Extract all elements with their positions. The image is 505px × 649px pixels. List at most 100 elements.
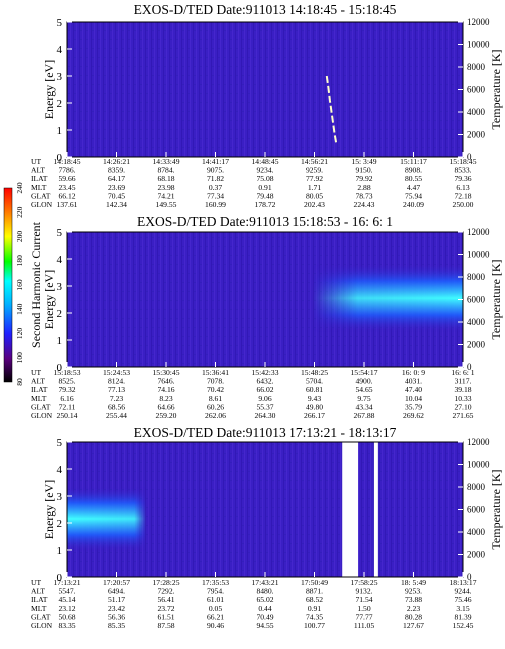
ephemeris-value: 81.39 <box>454 612 471 621</box>
ephemeris-row-label: MLT <box>31 394 47 403</box>
y2-tick-label: 4000 <box>467 317 486 327</box>
ephemeris-value: 49.80 <box>306 402 323 411</box>
y-tick-label: 5 <box>57 437 63 449</box>
y2-tick-label: 2000 <box>467 340 486 350</box>
ephemeris-value: 74.35 <box>306 612 323 621</box>
y-tick-label: 2 <box>57 308 63 320</box>
ephemeris-value: 68.52 <box>306 595 323 604</box>
ephemeris-value: 178.72 <box>255 200 276 209</box>
ephemeris-value: 87.58 <box>157 621 174 630</box>
ephemeris-value: 75.94 <box>405 191 422 200</box>
y-axis-label: Energy [eV] <box>42 270 56 329</box>
y-tick-label: 4 <box>57 254 63 266</box>
ephemeris-value: 6.16 <box>60 394 73 403</box>
ephemeris-value: 4.47 <box>407 183 420 192</box>
ephemeris-value: 8784. <box>157 166 174 175</box>
ephemeris-value: 3117. <box>455 377 472 386</box>
ephemeris-value: 18: 5:49 <box>401 578 426 587</box>
colorbar-scale <box>3 187 13 383</box>
ephemeris-value: 137.61 <box>57 200 78 209</box>
ephemeris-value: 27.10 <box>454 402 471 411</box>
y2-tick-label: 12000 <box>467 17 490 27</box>
ephemeris-value: 8.61 <box>209 394 222 403</box>
y-tick-label: 2 <box>57 98 63 110</box>
y-tick-label: 3 <box>57 281 63 293</box>
colorbar-tick-label: 240 <box>15 182 24 194</box>
ephemeris-value: 14:56:21 <box>301 157 328 166</box>
ephemeris-row-label: GLAT <box>31 612 51 621</box>
ephemeris-row-label: UT <box>31 578 41 587</box>
ephemeris-value: 7954. <box>207 587 224 596</box>
ephemeris-value: 80.55 <box>405 174 422 183</box>
ephemeris-row-label: ALT <box>31 587 45 596</box>
ephemeris-value: 55.37 <box>256 402 273 411</box>
ephemeris-value: 0.91 <box>258 183 271 192</box>
y2-tick-label: 0 <box>467 362 472 372</box>
ephemeris-value: 15:54:17 <box>350 368 377 377</box>
ephemeris-row-label: GLAT <box>31 191 51 200</box>
y2-tick-label: 8000 <box>467 272 486 282</box>
ephemeris-value: 70.42 <box>207 385 224 394</box>
ephemeris-value: 9259. <box>306 166 323 175</box>
y2-tick-label: 12000 <box>467 437 490 447</box>
ephemeris-value: 77.92 <box>306 174 323 183</box>
y-tick-label: 3 <box>57 71 63 83</box>
ephemeris-value: 10.33 <box>454 394 471 403</box>
ephemeris-value: 60.81 <box>306 385 323 394</box>
colorbar-tick-label: 200 <box>15 231 24 243</box>
ephemeris-value: 7.23 <box>110 394 123 403</box>
ephemeris-value: 0.05 <box>209 604 222 613</box>
colorbar-tick-label: 140 <box>15 303 24 315</box>
ephemeris-value: 83.35 <box>58 621 75 630</box>
ephemeris-value: 0.91 <box>308 604 321 613</box>
ephemeris-value: 16: 6: 1 <box>451 368 474 377</box>
ephemeris-value: 64.17 <box>108 174 125 183</box>
y2-tick-label: 6000 <box>467 85 486 95</box>
ephemeris-value: 61.01 <box>207 595 224 604</box>
flux-band <box>67 486 147 552</box>
ephemeris-row-label: GLON <box>31 411 53 420</box>
ephemeris-row-label: MLT <box>31 183 47 192</box>
ephemeris-value: 56.41 <box>157 595 174 604</box>
y2-axis-label: Temperature [K] <box>489 469 503 549</box>
y2-tick-label: 4000 <box>467 107 486 117</box>
ephemeris-value: 9132. <box>355 587 372 596</box>
data-gap <box>342 442 359 577</box>
ephemeris-value: 72.11 <box>59 402 76 411</box>
ephemeris-value: 71.82 <box>207 174 224 183</box>
ephemeris-value: 74.21 <box>157 191 174 200</box>
ephemeris-value: 17:50:49 <box>301 578 328 587</box>
ephemeris-value: 47.40 <box>405 385 422 394</box>
spectrogram-panel-2: EXOS-D/TED Date:911013 15:18:53 - 16: 6:… <box>31 214 503 420</box>
ephemeris-value: 15:18:53 <box>53 368 80 377</box>
ephemeris-value: 16: 0: 9 <box>402 368 425 377</box>
ephemeris-value: 43.34 <box>355 402 372 411</box>
ephemeris-value: 8359. <box>108 166 125 175</box>
y-tick-label: 2 <box>57 518 63 530</box>
y2-tick-label: 6000 <box>467 505 486 515</box>
ephemeris-value: 17:35:53 <box>202 578 229 587</box>
ephemeris-value: 51.17 <box>108 595 125 604</box>
ephemeris-value: 23.42 <box>108 604 125 613</box>
ephemeris-value: 9075. <box>207 166 224 175</box>
y-tick-label: 3 <box>57 491 63 503</box>
ephemeris-value: 7786. <box>58 166 75 175</box>
colorbar-tick-label: 160 <box>15 279 24 291</box>
y2-tick-label: 10000 <box>467 40 490 50</box>
ephemeris-row-label: ILAT <box>31 595 48 604</box>
ephemeris-value: 77.34 <box>207 191 224 200</box>
ephemeris-value: 77.77 <box>355 612 372 621</box>
ephemeris-value: 5547. <box>58 587 75 596</box>
y2-tick-label: 0 <box>467 152 472 162</box>
ephemeris-value: 0.37 <box>209 183 222 192</box>
y-tick-label: 4 <box>57 464 63 476</box>
ephemeris-value: 23.72 <box>157 604 174 613</box>
ephemeris-value: 8.23 <box>159 394 172 403</box>
y-tick-label: 0 <box>57 152 63 164</box>
ephemeris-value: 65.02 <box>256 595 273 604</box>
y-tick-label: 0 <box>57 362 63 374</box>
colorbar-tick-label: 80 <box>15 378 24 386</box>
ephemeris-value: 60.26 <box>207 402 224 411</box>
ephemeris-value: 70.49 <box>256 612 273 621</box>
ephemeris-value: 17:58:25 <box>350 578 377 587</box>
